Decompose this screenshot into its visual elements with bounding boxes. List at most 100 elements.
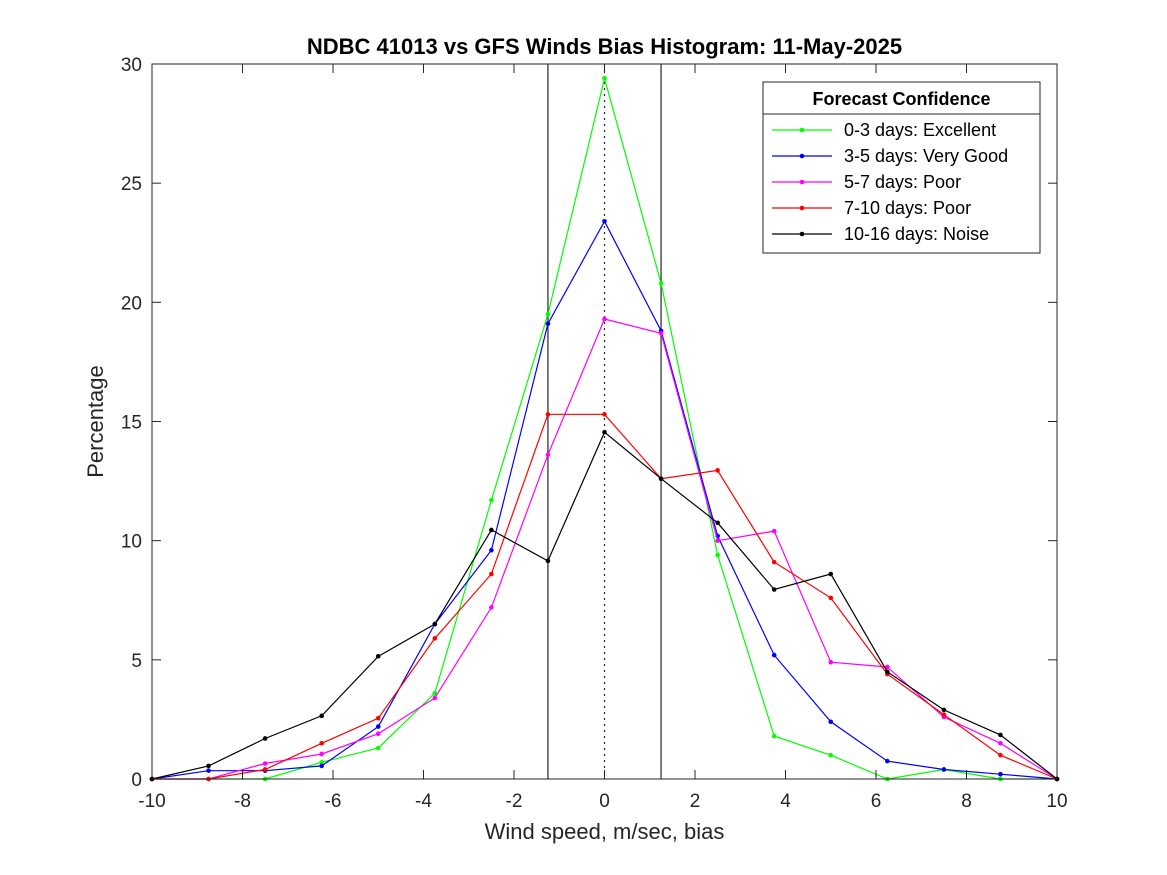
x-axis-title: Wind speed, m/sec, bias <box>485 819 725 844</box>
chart-title: NDBC 41013 vs GFS Winds Bias Histogram: … <box>307 34 902 59</box>
data-point <box>262 761 268 766</box>
data-point <box>658 476 664 482</box>
data-point <box>375 653 381 659</box>
data-point <box>375 724 381 729</box>
legend: Forecast Confidence 0-3 days: Excellent 3… <box>762 81 1041 254</box>
data-point <box>602 412 607 417</box>
y-tick-label: 5 <box>131 651 142 672</box>
data-point <box>658 331 664 336</box>
data-point <box>489 571 494 577</box>
y-tick-label: 15 <box>121 413 142 434</box>
data-point <box>715 538 720 543</box>
data-point <box>828 595 834 601</box>
data-point <box>771 652 777 658</box>
ticks-layer: -10 -8 -6 -4 -2 0 2 4 6 8 10 0 5 10 15 20 25 30 <box>121 55 1068 812</box>
legend-label: 3-5 days: Very Good <box>844 146 1008 166</box>
data-point <box>432 695 438 701</box>
legend-swatch-marker <box>799 153 805 159</box>
y-axis-title: Percentage <box>83 365 108 478</box>
data-point <box>375 715 381 721</box>
series-layer <box>149 76 1060 782</box>
x-tick-label: 10 <box>1046 791 1067 812</box>
data-point <box>545 452 551 458</box>
data-point <box>828 571 834 577</box>
x-tick-label: 4 <box>780 791 791 812</box>
y-tick-label: 10 <box>121 532 142 553</box>
data-point <box>941 707 947 713</box>
x-tick-label: -6 <box>325 791 342 812</box>
x-tick-label: 0 <box>599 791 610 812</box>
data-point <box>998 771 1003 777</box>
data-point <box>828 659 834 665</box>
data-point <box>998 732 1003 738</box>
data-point <box>771 528 777 534</box>
data-point <box>715 552 720 558</box>
y-tick-label: 30 <box>121 55 142 76</box>
data-point <box>998 752 1003 758</box>
data-point <box>545 311 551 317</box>
legend-swatch-marker <box>799 179 805 185</box>
legend-label: 10-16 days: Noise <box>844 224 989 244</box>
data-point <box>489 547 494 553</box>
legend-entries: 0-3 days: Excellent 3-5 days: Very Good 5-… <box>772 120 1008 244</box>
x-tick-label: 8 <box>961 791 972 812</box>
data-point <box>885 664 890 670</box>
data-point <box>941 767 947 772</box>
data-point <box>658 280 664 286</box>
data-point <box>828 719 834 725</box>
data-point <box>885 669 890 675</box>
data-point <box>941 712 947 717</box>
data-point <box>319 740 324 746</box>
legend-swatch-marker <box>799 205 805 211</box>
data-point <box>715 468 720 473</box>
legend-entry-3: 7-10 days: Poor <box>772 198 971 218</box>
x-tick-label: -10 <box>138 791 165 812</box>
x-tick-label: -8 <box>234 791 251 812</box>
data-point <box>602 429 607 435</box>
data-point <box>206 768 211 773</box>
data-point <box>375 731 381 737</box>
data-point <box>771 587 777 592</box>
data-point <box>432 621 438 627</box>
data-point <box>319 763 324 769</box>
legend-entry-4: 10-16 days: Noise <box>772 224 989 244</box>
data-point <box>998 740 1003 746</box>
data-point <box>489 497 494 503</box>
data-point <box>206 763 211 769</box>
data-point <box>319 713 324 719</box>
data-point <box>828 752 834 758</box>
y-tick-label: 25 <box>121 174 142 195</box>
data-point <box>319 751 324 757</box>
legend-label: 5-7 days: Poor <box>844 172 961 192</box>
data-point <box>489 527 494 533</box>
x-tick-label: -4 <box>415 791 432 812</box>
data-point <box>602 219 607 224</box>
legend-label: 7-10 days: Poor <box>844 198 971 218</box>
data-point <box>715 520 720 526</box>
data-point <box>489 605 494 610</box>
data-point <box>602 316 607 322</box>
x-tick-label: 2 <box>690 791 701 812</box>
x-tick-label: -2 <box>506 791 523 812</box>
legend-entry-1: 3-5 days: Very Good <box>772 146 1008 166</box>
reference-lines <box>547 64 662 779</box>
legend-entry-0: 0-3 days: Excellent <box>772 120 996 140</box>
series-4 <box>149 429 1060 782</box>
data-point <box>602 76 607 81</box>
data-point <box>545 321 551 327</box>
data-point <box>432 636 438 641</box>
y-tick-label: 0 <box>131 770 142 791</box>
legend-swatch-marker <box>799 127 805 133</box>
data-point <box>545 558 551 564</box>
x-tick-label: 6 <box>871 791 882 812</box>
data-point <box>319 760 324 765</box>
data-point <box>375 745 381 751</box>
legend-box <box>762 81 1041 254</box>
legend-entry-2: 5-7 days: Poor <box>772 172 961 192</box>
legend-swatch-marker <box>799 231 805 237</box>
data-point <box>432 690 438 696</box>
data-point <box>545 412 551 417</box>
data-point <box>262 767 268 772</box>
data-point <box>885 758 890 764</box>
